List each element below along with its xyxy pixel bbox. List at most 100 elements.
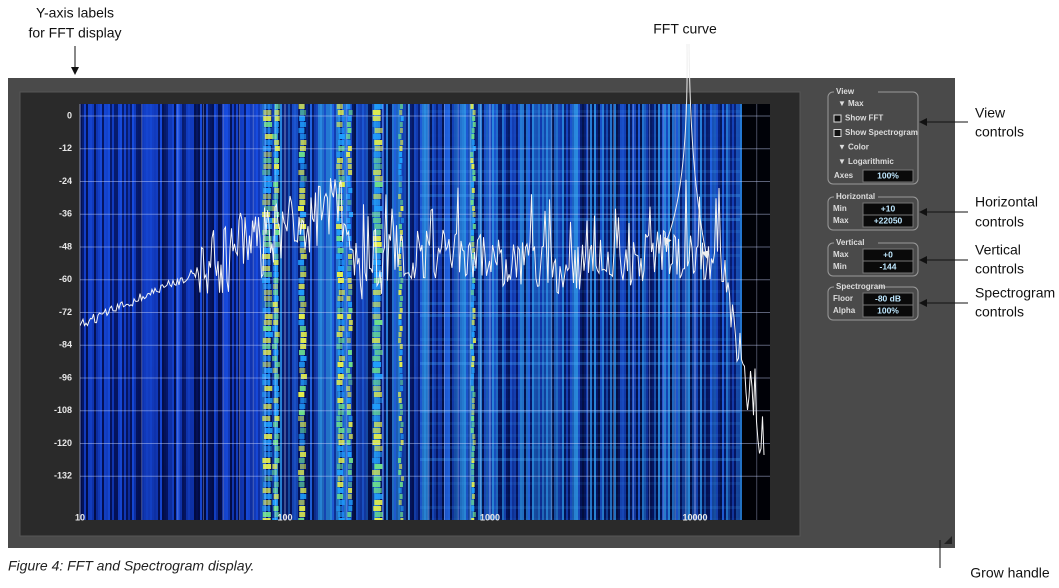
spectrogram-band <box>348 482 352 487</box>
spectrogram-band <box>272 470 277 475</box>
spectrogram-band <box>348 188 352 193</box>
spectrogram-band <box>375 104 383 109</box>
value[interactable]: +10 <box>881 203 896 213</box>
spectrogram-row <box>420 338 740 341</box>
field-label: Min <box>833 204 847 213</box>
spectrogram-band <box>274 404 279 409</box>
spectrogram-band <box>372 338 380 343</box>
spectrogram-band <box>400 104 403 109</box>
value[interactable]: 100% <box>877 305 899 315</box>
spectrogram-row <box>420 158 740 161</box>
spectrogram-band <box>471 104 474 109</box>
spectrogram-band <box>299 116 305 121</box>
spectrogram-band <box>374 452 382 457</box>
value[interactable]: 100% <box>877 170 899 180</box>
spectrogram-band <box>337 446 343 451</box>
spectrogram-band <box>400 326 403 331</box>
spectrogram-band <box>349 326 353 331</box>
spectrogram-band <box>338 434 344 439</box>
spectrogram-band <box>347 140 351 145</box>
view-option[interactable]: Max <box>848 99 864 108</box>
spectrogram-band <box>262 278 270 283</box>
spectrogram-band <box>399 464 402 469</box>
spectrogram-band <box>473 296 476 301</box>
spectrogram-band <box>298 206 304 211</box>
spectrogram-band <box>337 296 343 301</box>
spectrogram-band <box>263 326 271 331</box>
spectrogram-band <box>347 266 351 271</box>
spectrogram-band <box>373 296 381 301</box>
spectrogram-band <box>373 266 381 271</box>
checkbox[interactable] <box>834 115 841 122</box>
x-tick-label: 10 <box>75 512 85 522</box>
spectrogram-band <box>347 182 351 187</box>
spectrogram-band <box>471 164 474 169</box>
spectrogram-band <box>348 488 352 493</box>
spectrogram-band <box>338 170 344 175</box>
spectrogram-band <box>400 206 403 211</box>
y-tick-label: -72 <box>59 307 72 317</box>
spectrogram-row <box>420 266 740 269</box>
spectrogram-band <box>348 260 352 265</box>
y-tick-label: -12 <box>59 143 72 153</box>
spectrogram-band <box>299 152 305 157</box>
field-label: Min <box>833 262 847 271</box>
y-tick-label: -36 <box>59 209 72 219</box>
disclosure: ▼ <box>838 99 846 108</box>
value[interactable]: -144 <box>879 261 896 271</box>
spectrogram-band <box>300 122 306 127</box>
value[interactable]: +22050 <box>874 215 903 225</box>
spectrogram-band <box>336 422 342 427</box>
spectrogram-band <box>473 224 476 229</box>
spectrogram-band <box>272 464 277 469</box>
view-option[interactable]: Logarithmic <box>848 157 894 166</box>
spectrogram-band <box>299 182 305 187</box>
spectrogram-band <box>264 140 272 145</box>
spectrogram-band <box>300 494 306 499</box>
spectrogram-band <box>471 452 474 457</box>
spectrogram-band <box>273 236 278 241</box>
spectrogram-band <box>338 326 344 331</box>
spectrogram-band <box>375 512 383 517</box>
spectrogram-band <box>265 302 273 307</box>
view-option[interactable]: Show FFT <box>845 114 883 123</box>
spectrogram-band <box>374 140 382 145</box>
spectrogram-band <box>263 110 271 115</box>
spectrogram-band <box>272 326 277 331</box>
spectrogram-band <box>265 332 273 337</box>
spectrogram-band <box>374 224 382 229</box>
spectrogram-band <box>300 326 306 331</box>
spectrogram-band <box>337 386 343 391</box>
spectrogram-band <box>298 320 304 325</box>
value[interactable]: -80 dB <box>875 293 901 303</box>
spectrogram-band <box>374 158 382 163</box>
spectrogram-band <box>348 278 352 283</box>
spectrogram-band <box>299 296 305 301</box>
spectrogram-band <box>299 314 305 319</box>
spectrogram-band <box>274 128 279 133</box>
spectrogram-band <box>399 452 402 457</box>
view-option[interactable]: Color <box>848 143 869 152</box>
spectrogram-row <box>420 194 740 197</box>
spectrogram-band <box>274 188 279 193</box>
spectrogram-band <box>373 218 381 223</box>
spectrogram-row <box>420 422 740 425</box>
spectrogram-row <box>420 446 740 449</box>
group-title: Horizontal <box>836 192 875 201</box>
spectrogram-row <box>420 434 740 437</box>
checkbox[interactable] <box>834 130 841 137</box>
spectrogram-band <box>298 170 304 175</box>
spectrogram-band <box>337 482 343 487</box>
spectrogram-band <box>473 440 476 445</box>
spectrogram-band <box>347 398 351 403</box>
value[interactable]: +0 <box>883 249 893 259</box>
spectrogram-band <box>262 416 270 421</box>
spectrogram-band <box>399 152 402 157</box>
spectrogram-band <box>375 128 383 133</box>
spectrogram-band <box>299 458 305 463</box>
spectrogram-band <box>374 152 382 157</box>
spectrogram-band <box>372 470 380 475</box>
spectrogram-row <box>420 110 740 113</box>
spectrogram-band <box>339 134 345 139</box>
view-option[interactable]: Show Spectrogram <box>845 128 918 137</box>
